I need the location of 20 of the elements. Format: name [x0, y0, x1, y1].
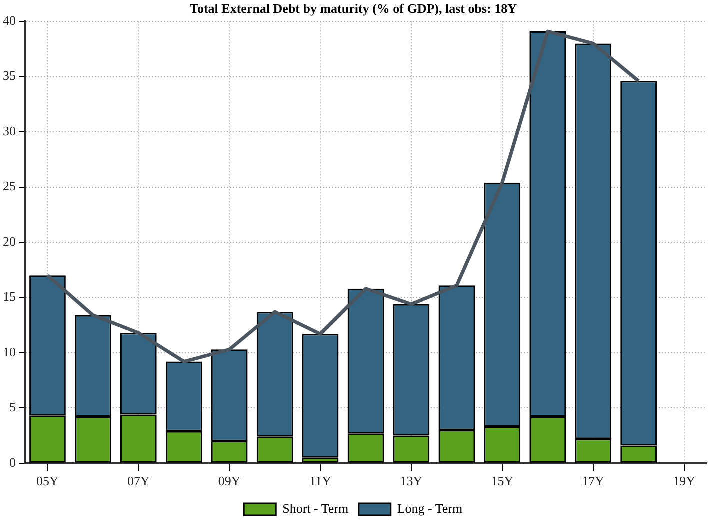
x-tick-label: 15Y — [491, 474, 514, 489]
x-tick-label: 13Y — [400, 474, 424, 489]
y-tick-label: 15 — [3, 289, 16, 304]
y-tick-label: 25 — [3, 178, 16, 194]
x-tick-label: 11Y — [310, 474, 332, 489]
legend-label: Short - Term — [282, 500, 349, 516]
y-tick-label: 5 — [10, 400, 16, 415]
y-tick-label: 10 — [3, 344, 16, 360]
y-tick-label: 30 — [3, 123, 16, 138]
x-tick-label: 17Y — [582, 474, 606, 489]
y-tick-label: 40 — [3, 13, 16, 28]
y-tick-label: 0 — [10, 454, 16, 470]
y-tick-label: 35 — [3, 68, 16, 84]
x-tick-label: 07Y — [127, 474, 150, 489]
y-tick-label: 20 — [3, 234, 16, 249]
x-tick-label: 19Y — [673, 474, 696, 489]
legend-label: Long - Term — [397, 500, 463, 516]
x-tick-label: 05Y — [36, 474, 60, 489]
x-tick-label: 09Y — [218, 474, 242, 489]
chart-title: Total External Debt by maturity (% of GDP), last obs: 18Y — [190, 1, 518, 16]
